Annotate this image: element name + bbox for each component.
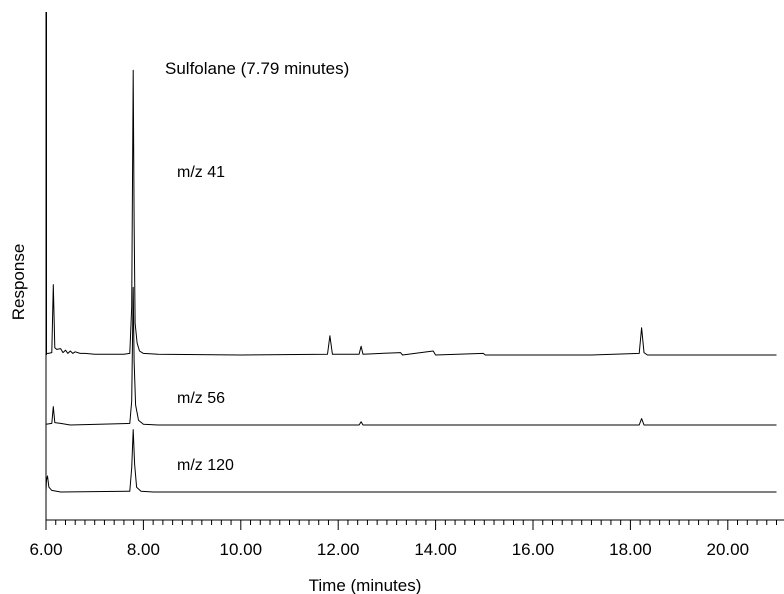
trace-m-z-120 <box>45 429 777 493</box>
trace-m-z-56 <box>45 286 777 426</box>
x-tick-label: 14.00 <box>414 540 457 559</box>
x-ticks: 6.00 8.00 10.00 12.00 14.00 16.00 18.00 20.00 <box>29 520 777 559</box>
series-label-mz41: m/z 41 <box>177 164 225 181</box>
x-axis-label: Time (minutes) <box>309 576 422 594</box>
x-tick-label: 16.00 <box>512 540 555 559</box>
x-tick-label: 10.00 <box>220 540 263 559</box>
y-axis-label: Response <box>9 244 28 321</box>
series-label-mz120: m/z 120 <box>177 457 234 474</box>
axes: 6.00 8.00 10.00 12.00 14.00 16.00 18.00 20.00 <box>29 12 784 559</box>
x-tick-label: 6.00 <box>29 540 62 559</box>
x-tick-label: 8.00 <box>127 540 160 559</box>
x-tick-label: 18.00 <box>609 540 652 559</box>
trace-m-z-41 <box>45 69 777 356</box>
series-label-mz56: m/z 56 <box>177 390 225 407</box>
traces <box>45 12 777 493</box>
x-tick-label: 12.00 <box>317 540 360 559</box>
x-tick-label: 20.00 <box>707 540 750 559</box>
annotation-sulfolane: Sulfolane (7.79 minutes) <box>165 59 349 78</box>
labels: Sulfolane (7.79 minutes) m/z 41 m/z 56 m… <box>9 59 421 594</box>
